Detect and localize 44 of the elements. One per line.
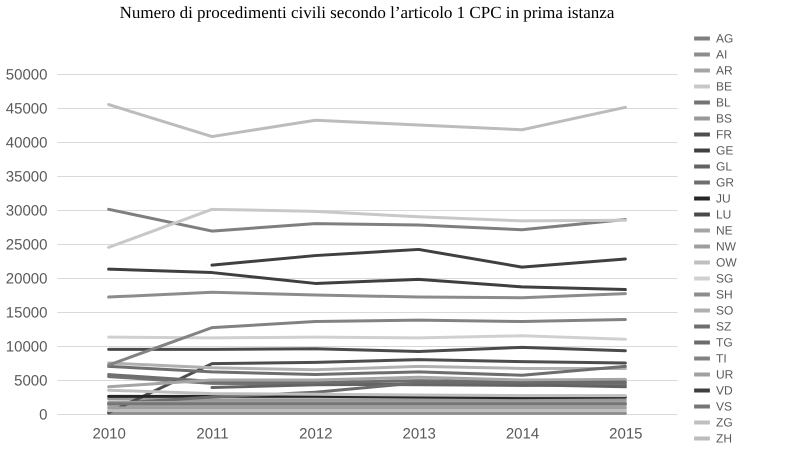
legend-label: SO bbox=[716, 304, 734, 318]
y-tick-label: 10000 bbox=[6, 338, 48, 356]
legend-label: AI bbox=[716, 48, 728, 62]
x-tick-label: 2015 bbox=[609, 426, 643, 442]
legend-label: BS bbox=[716, 112, 732, 126]
y-tick-label: 5000 bbox=[14, 372, 48, 390]
y-tick-label: 40000 bbox=[6, 134, 48, 152]
legend-label: VD bbox=[716, 384, 734, 398]
legend-label: BL bbox=[716, 96, 732, 110]
legend-label: UR bbox=[716, 368, 734, 382]
legend-label: NE bbox=[716, 224, 733, 238]
x-tick-label: 2014 bbox=[506, 426, 540, 442]
chart-title: Numero di procedimenti civili secondo l’articolo 1 CPC in prima istanza bbox=[120, 3, 615, 22]
y-tick-label: 30000 bbox=[6, 202, 48, 220]
legend-label: VS bbox=[716, 400, 732, 414]
legend-label: BE bbox=[716, 80, 732, 94]
legend-label: TG bbox=[716, 336, 733, 350]
legend-label: GE bbox=[716, 144, 734, 158]
legend-label: SH bbox=[716, 288, 733, 302]
y-tick-label: 50000 bbox=[6, 66, 48, 84]
legend-label: LU bbox=[716, 208, 732, 222]
legend-label: AG bbox=[716, 32, 734, 46]
legend-label: SG bbox=[716, 272, 734, 286]
legend-label: NW bbox=[716, 240, 737, 254]
x-tick-label: 2012 bbox=[299, 426, 333, 442]
legend-label: TI bbox=[716, 352, 727, 366]
y-tick-label: 0 bbox=[39, 406, 48, 424]
legend-label: ZG bbox=[716, 416, 733, 430]
legend-label: SZ bbox=[716, 320, 732, 334]
legend-label: OW bbox=[716, 256, 738, 270]
x-tick-label: 2013 bbox=[402, 426, 436, 442]
legend-label: ZH bbox=[716, 432, 732, 446]
y-tick-label: 25000 bbox=[6, 236, 48, 254]
legend-label: GR bbox=[716, 176, 734, 190]
y-tick-label: 35000 bbox=[6, 168, 48, 186]
y-tick-label: 45000 bbox=[6, 100, 48, 118]
legend-label: GL bbox=[716, 160, 732, 174]
legend-label: AR bbox=[716, 64, 734, 78]
legend-label: JU bbox=[716, 192, 731, 206]
legend-label: FR bbox=[716, 128, 732, 142]
x-tick-label: 2011 bbox=[196, 426, 229, 442]
x-tick-label: 2010 bbox=[92, 426, 126, 442]
y-tick-label: 20000 bbox=[6, 270, 48, 288]
y-tick-label: 15000 bbox=[6, 304, 48, 322]
